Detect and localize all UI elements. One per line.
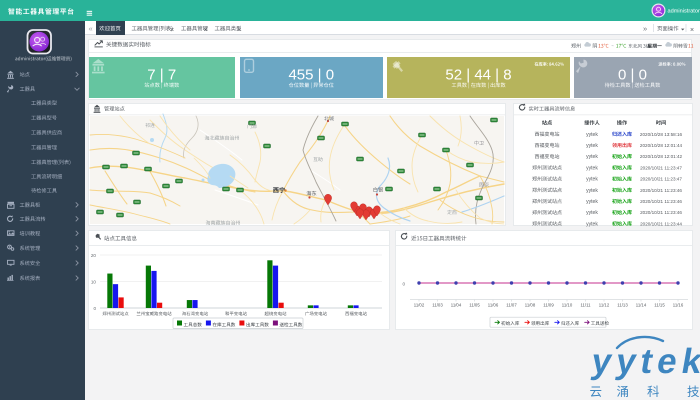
svg-text:11/16: 11/16: [673, 302, 684, 307]
svg-text:yytek: yytek: [586, 177, 598, 183]
svg-text:yytek: yytek: [586, 154, 598, 160]
svg-text:52 | 44 | 8: 52 | 44 | 8: [445, 66, 511, 83]
svg-text:×: ×: [690, 27, 694, 34]
svg-text:yytek: yytek: [586, 165, 598, 171]
svg-text:administrator: administrator: [668, 9, 700, 15]
svg-text:2020/10/21 11:23:46: 2020/10/21 11:23:46: [640, 210, 682, 215]
svg-text:2020/10/28 12:01:42: 2020/10/28 12:01:42: [640, 154, 683, 159]
svg-text:×: ×: [237, 27, 241, 34]
svg-text:×: ×: [170, 27, 174, 34]
svg-text:yytek: yytek: [586, 132, 598, 138]
svg-text:2020/10/21 11:23:47: 2020/10/21 11:23:47: [640, 165, 682, 170]
svg-text:20: 20: [91, 253, 97, 258]
svg-text:11/15: 11/15: [654, 302, 665, 307]
svg-text:yytek: yytek: [586, 221, 598, 227]
svg-text:2020/10/21 11:23:47: 2020/10/21 11:23:47: [640, 177, 682, 182]
svg-text:2020/10/21 11:23:44: 2020/10/21 11:23:44: [640, 221, 682, 226]
svg-text:11/02: 11/02: [414, 302, 425, 307]
svg-text:11/06: 11/06: [488, 302, 499, 307]
svg-text:yytek: yytek: [586, 143, 598, 149]
svg-text:»: »: [643, 24, 647, 33]
svg-text:455 | 0: 455 | 0: [288, 66, 334, 83]
svg-text:11/11: 11/11: [580, 302, 591, 307]
svg-text:×: ×: [204, 27, 208, 34]
svg-text:yytek: yytek: [586, 199, 598, 205]
svg-text:yytek: yytek: [586, 188, 598, 194]
svg-text:2020/10/28 12:01:44: 2020/10/28 12:01:44: [640, 143, 683, 148]
svg-text:0: 0: [93, 306, 96, 311]
svg-text:yytek: yytek: [586, 210, 598, 216]
svg-text:2020/10/21 11:23:46: 2020/10/21 11:23:46: [640, 199, 682, 204]
svg-text:11/12: 11/12: [599, 302, 610, 307]
svg-text:11/05: 11/05: [469, 302, 480, 307]
svg-text:11/13: 11/13: [617, 302, 628, 307]
svg-text:0 | 0: 0 | 0: [618, 66, 647, 83]
svg-text:11/10: 11/10: [562, 302, 573, 307]
svg-text:11/14: 11/14: [636, 302, 647, 307]
svg-text:11/03: 11/03: [432, 302, 443, 307]
svg-text:«: «: [89, 24, 93, 33]
svg-text:0: 0: [402, 281, 405, 286]
svg-text:yytek: yytek: [589, 342, 700, 381]
svg-text:11/04: 11/04: [451, 302, 462, 307]
svg-text:11/09: 11/09: [543, 302, 554, 307]
svg-text:2020/10/21 11:23:46: 2020/10/21 11:23:46: [640, 188, 682, 193]
svg-text:10: 10: [91, 280, 97, 285]
svg-text:2020/10/28 13:58:16: 2020/10/28 13:58:16: [640, 132, 683, 137]
svg-text:11/08: 11/08: [525, 302, 536, 307]
svg-text:7 | 7: 7 | 7: [147, 66, 176, 83]
svg-text:11/07: 11/07: [506, 302, 517, 307]
